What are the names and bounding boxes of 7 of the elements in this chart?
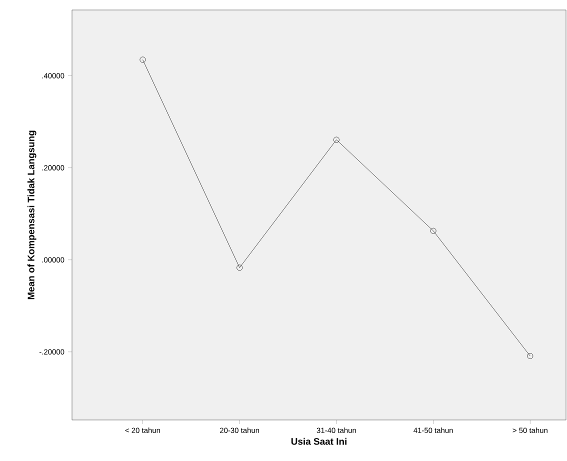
point xyxy=(140,56,146,63)
point xyxy=(236,264,243,271)
point xyxy=(430,228,436,234)
point xyxy=(527,353,534,360)
y-axis-title: Mean of Kompensasi Tidak Langsung xyxy=(27,130,36,300)
point xyxy=(333,136,340,143)
x-axis-title: Usia Saat Ini xyxy=(291,438,346,445)
